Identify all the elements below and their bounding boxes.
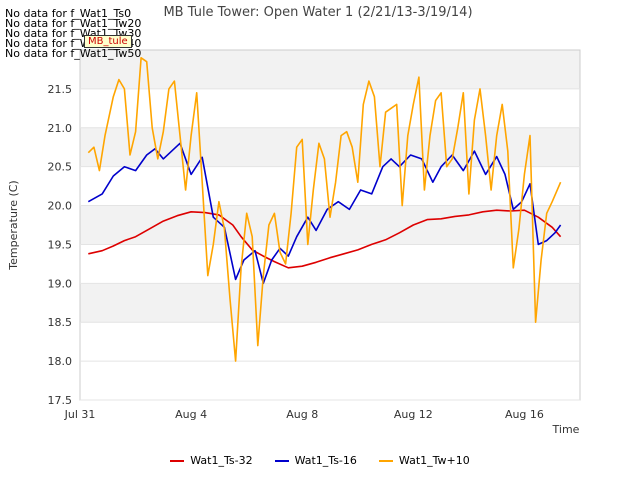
y-tick-label: 20.5 xyxy=(48,161,73,174)
y-axis-label: Temperature (C) xyxy=(7,180,20,270)
no-data-message: No data for f_Wat1_Tw20 xyxy=(5,17,142,30)
series-line-wat1-tw-10 xyxy=(87,56,562,362)
legend-label: Wat1_Ts-16 xyxy=(294,454,357,467)
series-line-wat1-ts-16 xyxy=(87,142,562,285)
grid-band xyxy=(80,50,580,89)
legend-swatch xyxy=(378,459,393,462)
no-data-message: No data for f_Wat1_Tw30 xyxy=(5,27,142,40)
legend-label: Wat1_Ts-32 xyxy=(190,454,253,467)
y-tick-label: 21.0 xyxy=(48,122,73,135)
x-axis-label: Time xyxy=(552,423,580,436)
x-tick-label: Aug 12 xyxy=(394,408,433,421)
y-tick-label: 19.5 xyxy=(48,238,73,251)
no-data-message: No data for f_Wat1_Ts0 xyxy=(5,7,132,20)
y-tick-label: 18.5 xyxy=(48,316,73,329)
legend-swatch xyxy=(170,459,185,462)
grid-bands xyxy=(80,50,580,323)
y-tick-label: 20.0 xyxy=(48,200,73,213)
legend: Wat1_Ts-32 Wat1_Ts-16 Wat1_Tw+10 xyxy=(0,454,640,467)
y-tick-label: 19.0 xyxy=(48,277,73,290)
series-lines xyxy=(87,56,562,362)
legend-item-ts16: Wat1_Ts-16 xyxy=(274,454,357,467)
legend-swatch xyxy=(274,459,289,462)
grid-band xyxy=(80,283,580,323)
site-badge: MB_tule xyxy=(84,35,132,48)
x-tick-label: Jul 31 xyxy=(64,408,96,421)
y-tick-label: 21.5 xyxy=(48,83,73,96)
legend-label: Wat1_Tw+10 xyxy=(398,454,470,467)
legend-item-tw10: Wat1_Tw+10 xyxy=(378,454,470,467)
series-line-wat1-ts-32 xyxy=(88,209,562,269)
no-data-message: No data for f_Wat1_Tw40 xyxy=(5,37,142,50)
y-tick-label: 17.5 xyxy=(48,394,73,407)
y-tick-label: 18.0 xyxy=(48,355,73,368)
x-tick-label: Aug 4 xyxy=(175,408,207,421)
x-axis-ticks: Jul 31 Aug 4 Aug 8 Aug 12 Aug 16 xyxy=(64,408,544,421)
x-tick-label: Aug 8 xyxy=(286,408,318,421)
no-data-message: No data for f_Wat1_Tw50 xyxy=(5,47,142,60)
chart-title: MB Tule Tower: Open Water 1 (2/21/13-3/1… xyxy=(163,5,472,20)
legend-item-ts32: Wat1_Ts-32 xyxy=(170,454,253,467)
x-tick-label: Aug 16 xyxy=(505,408,544,421)
